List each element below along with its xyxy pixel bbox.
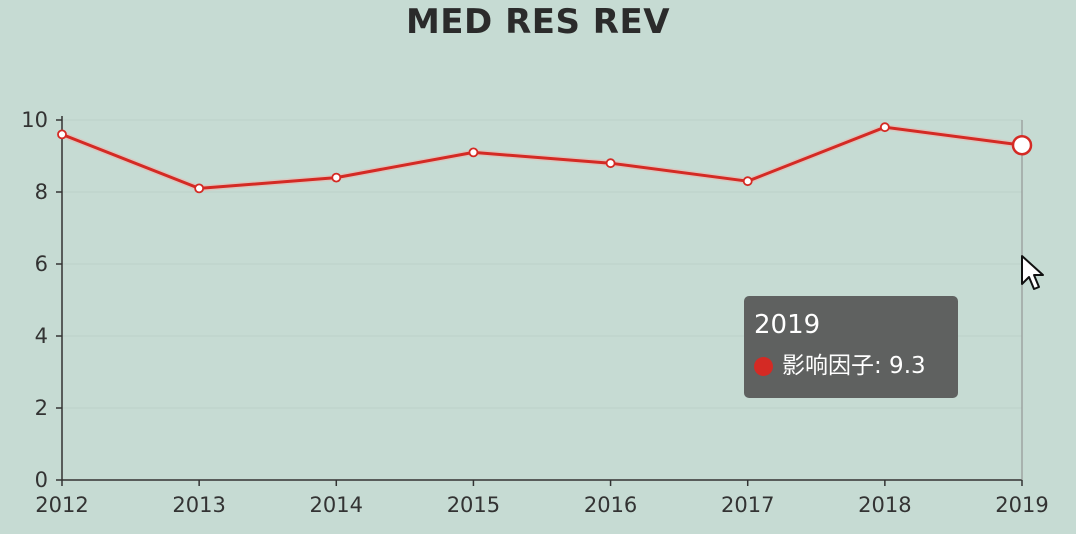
y-tick-labels: 0 2 4 6 8 10 — [21, 108, 48, 492]
x-tick-label: 2012 — [35, 493, 88, 517]
x-tick-label: 2019 — [995, 493, 1048, 517]
data-point[interactable] — [331, 172, 342, 183]
mouse-pointer-icon — [1021, 255, 1044, 290]
y-tick-label: 6 — [35, 252, 48, 276]
data-point[interactable] — [605, 158, 616, 169]
x-tick-label: 2018 — [858, 493, 911, 517]
x-tick-label: 2016 — [584, 493, 637, 517]
data-point[interactable] — [468, 147, 479, 158]
x-tick-labels: 2012 2013 2014 2015 2016 2017 2018 2019 — [35, 493, 1048, 517]
data-point[interactable] — [742, 176, 753, 187]
data-point-highlighted[interactable] — [1011, 134, 1033, 156]
tooltip-series-dot — [754, 356, 773, 376]
series-line — [61, 125, 1023, 190]
tooltip: 2019 影响因子: 9.3 — [744, 296, 958, 398]
chart-title: MED RES REV — [405, 2, 671, 42]
data-point[interactable] — [194, 183, 205, 194]
y-tick-label: 0 — [35, 468, 48, 492]
y-tick-label: 2 — [35, 396, 48, 420]
series-lines — [60, 124, 1023, 192]
axes — [56, 116, 1023, 486]
tooltip-row: 影响因子: 9.3 — [754, 352, 948, 380]
data-point[interactable] — [879, 122, 890, 133]
data-point[interactable] — [57, 129, 67, 140]
x-tick-label: 2017 — [721, 493, 774, 517]
tooltip-title: 2019 — [754, 310, 821, 340]
tooltip-series-value: 影响因子: 9.3 — [782, 353, 926, 379]
y-tick-label: 10 — [21, 108, 48, 132]
y-tick-label: 8 — [35, 180, 48, 204]
x-tick-label: 2015 — [447, 493, 500, 517]
grid-lines — [62, 119, 1022, 409]
x-tick-label: 2014 — [310, 493, 363, 517]
x-tick-label: 2013 — [172, 493, 225, 517]
y-tick-label: 4 — [35, 324, 48, 348]
data-points[interactable] — [57, 122, 1033, 194]
